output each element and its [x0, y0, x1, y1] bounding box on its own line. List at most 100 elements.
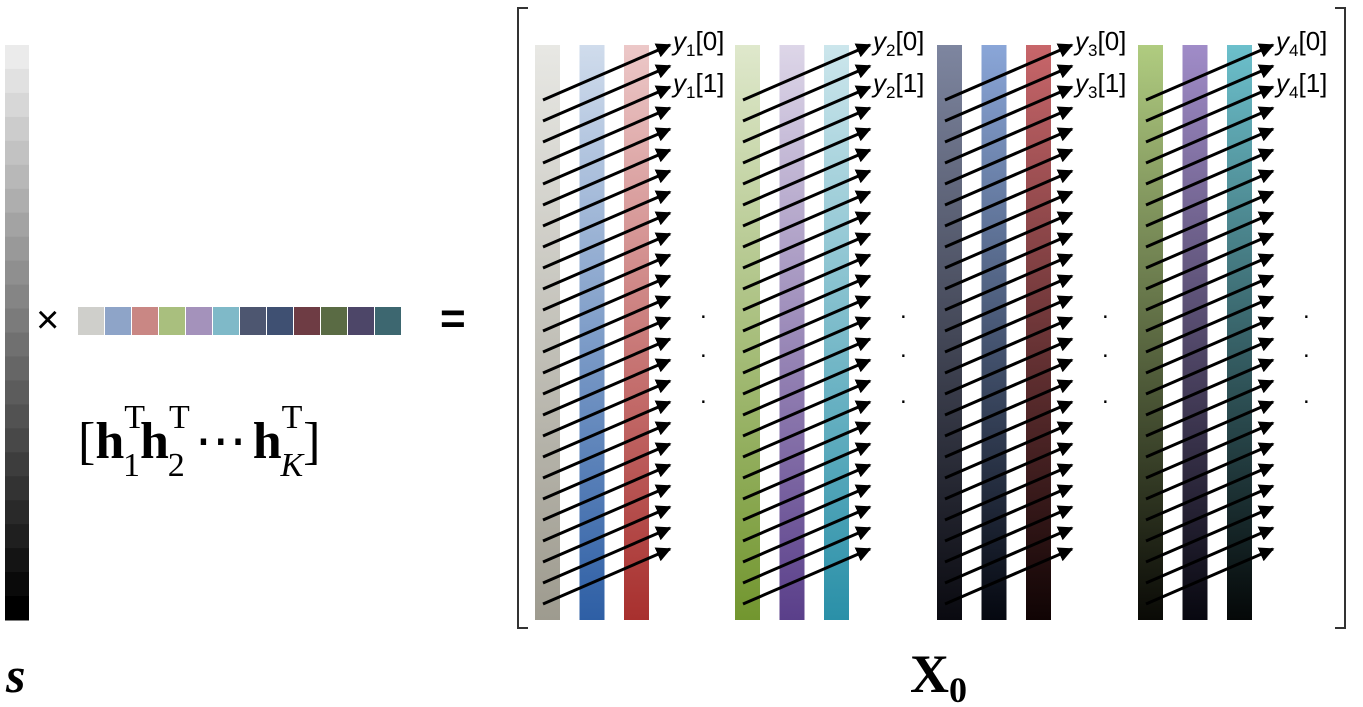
arrow — [542, 127, 672, 186]
output-labels: ...y1[0]y1[1]...y2[0]y2[1]...y3[0]y3[1].… — [671, 26, 1327, 409]
arrow — [944, 526, 1074, 585]
s-segment — [5, 308, 29, 333]
s-segment — [5, 452, 29, 477]
arrow — [742, 337, 872, 396]
dot: . — [1303, 336, 1310, 363]
matrix-column — [1182, 45, 1208, 620]
arrow — [542, 43, 672, 102]
arrow — [542, 106, 672, 165]
bracket: [ — [78, 413, 95, 470]
arrow — [1145, 295, 1275, 354]
arrow — [742, 232, 872, 291]
sup: T — [169, 399, 190, 436]
s-segment — [5, 428, 29, 453]
arrow — [542, 274, 672, 333]
output-index: 1 — [686, 83, 695, 102]
row-vector — [78, 307, 401, 335]
arrow — [542, 505, 672, 564]
arrow — [944, 64, 1074, 123]
output-entry: [0] — [1298, 26, 1327, 56]
s-segment — [5, 380, 29, 405]
dot: . — [700, 382, 707, 409]
arrow — [944, 421, 1074, 480]
matrix-column — [981, 45, 1007, 620]
sub: K — [279, 447, 305, 484]
arrow — [742, 148, 872, 207]
arrow — [742, 253, 872, 312]
output-entry: [1] — [1298, 68, 1327, 98]
arrow — [742, 106, 872, 165]
swatch — [213, 307, 239, 335]
arrow — [742, 316, 872, 375]
output-name: y — [1073, 68, 1090, 98]
arrow — [742, 484, 872, 543]
arrow — [542, 337, 672, 396]
arrow — [1145, 379, 1275, 438]
s-segment — [5, 212, 29, 238]
arrow — [944, 295, 1074, 354]
s-segment — [5, 236, 29, 262]
arrow — [944, 505, 1074, 564]
arrow — [742, 547, 872, 606]
output-index: 2 — [886, 41, 895, 60]
s-segment — [5, 45, 29, 70]
arrow — [542, 316, 672, 375]
output-entry: [1] — [895, 68, 924, 98]
arrow — [1145, 547, 1275, 606]
output-label: y1[0] — [671, 26, 724, 60]
arrow — [742, 358, 872, 417]
output-name: y — [871, 26, 888, 56]
output-label: y2[1] — [871, 68, 924, 102]
arrow — [1145, 421, 1275, 480]
arrow — [542, 484, 672, 543]
arrow — [944, 400, 1074, 459]
output-label: y4[1] — [1274, 68, 1327, 102]
output-index: 3 — [1088, 83, 1097, 102]
arrow — [742, 85, 872, 144]
arrow — [542, 295, 672, 354]
bracket: ] — [303, 413, 320, 470]
arrow — [944, 106, 1074, 165]
matrix-column — [579, 45, 605, 620]
arrow — [944, 253, 1074, 312]
arrow — [1145, 274, 1275, 333]
s-segment — [5, 116, 29, 142]
dot: . — [700, 336, 707, 363]
arrow — [742, 43, 872, 102]
arrow — [1145, 148, 1275, 207]
output-name: y — [1274, 26, 1291, 56]
s-segment — [5, 260, 29, 286]
arrow — [944, 43, 1074, 102]
swatch — [294, 307, 320, 335]
arrow — [542, 253, 672, 312]
dot: . — [1102, 297, 1109, 324]
arrow — [742, 442, 872, 501]
arrow — [742, 463, 872, 522]
arrow — [944, 484, 1074, 543]
arrow — [944, 169, 1074, 228]
arrow — [944, 337, 1074, 396]
s-segment — [5, 548, 29, 573]
s-segment — [5, 524, 29, 549]
arrow — [944, 274, 1074, 333]
dot: . — [1102, 336, 1109, 363]
arrow — [542, 148, 672, 207]
arrow — [742, 526, 872, 585]
arrow — [944, 547, 1074, 606]
s-segment — [5, 284, 29, 310]
s-segment — [5, 92, 29, 118]
arrow — [542, 547, 672, 606]
arrow — [542, 211, 672, 270]
swatch — [240, 307, 266, 335]
output-entry: [0] — [695, 26, 724, 56]
dot: . — [900, 336, 907, 363]
arrow — [1145, 442, 1275, 501]
dot: . — [900, 297, 907, 324]
dot: . — [1102, 382, 1109, 409]
ellipsis: ⋯ — [195, 413, 247, 470]
swatch — [375, 307, 401, 335]
output-name: y — [1274, 68, 1291, 98]
arrow — [742, 295, 872, 354]
arrow — [1145, 337, 1275, 396]
arrow — [1145, 43, 1275, 102]
